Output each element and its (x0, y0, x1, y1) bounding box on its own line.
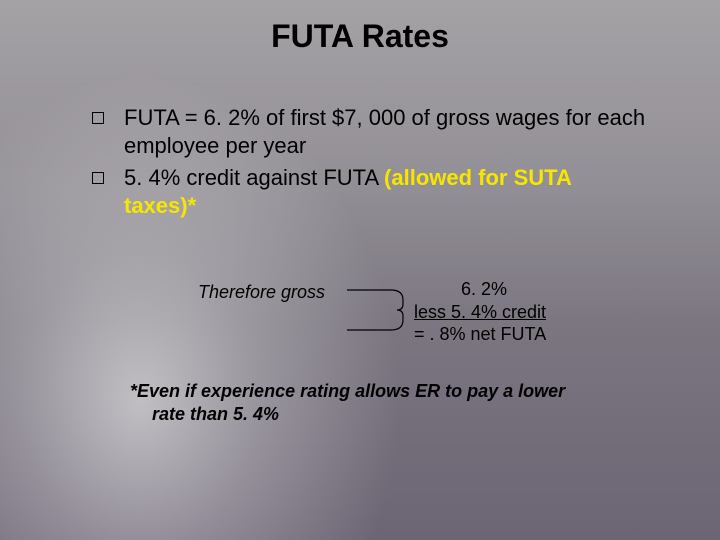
brace-icon (345, 288, 405, 332)
slide-title: FUTA Rates (0, 18, 720, 55)
bullet-text: FUTA = 6. 2% of first $7, 000 of gross w… (124, 105, 645, 158)
bullet-list: FUTA = 6. 2% of first $7, 000 of gross w… (86, 104, 646, 225)
bullet-item: FUTA = 6. 2% of first $7, 000 of gross w… (86, 104, 646, 160)
calc-net: = . 8% net FUTA (414, 323, 554, 346)
calc-label: Therefore gross (198, 282, 325, 303)
slide: FUTA Rates FUTA = 6. 2% of first $7, 000… (0, 0, 720, 540)
footnote: *Even if experience rating allows ER to … (130, 380, 650, 425)
calc-gross: 6. 2% (414, 278, 554, 301)
calc-credit: less 5. 4% credit (414, 301, 554, 324)
calc-block: 6. 2% less 5. 4% credit = . 8% net FUTA (414, 278, 554, 346)
footnote-line2: rate than 5. 4% (130, 403, 650, 426)
footnote-line1: *Even if experience rating allows ER to … (130, 381, 565, 401)
bullet-text: 5. 4% credit against FUTA (124, 165, 384, 190)
bullet-item: 5. 4% credit against FUTA (allowed for S… (86, 164, 646, 220)
